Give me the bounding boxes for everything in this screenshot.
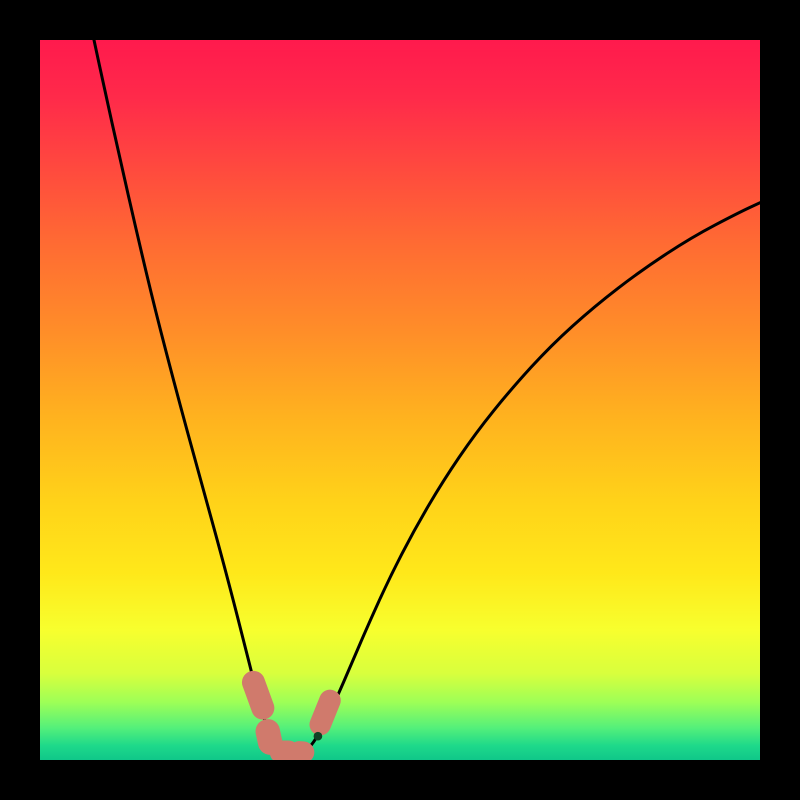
trough-marker	[306, 686, 344, 738]
frame-right	[760, 0, 800, 800]
curve-layer	[40, 40, 760, 760]
frame-left	[0, 0, 40, 800]
frame-bottom	[0, 760, 800, 800]
trough-marker	[239, 668, 278, 723]
frame-top	[0, 0, 800, 40]
trough-center-dot	[314, 732, 323, 741]
plot-area	[40, 40, 760, 760]
bottleneck-curve	[94, 40, 760, 755]
